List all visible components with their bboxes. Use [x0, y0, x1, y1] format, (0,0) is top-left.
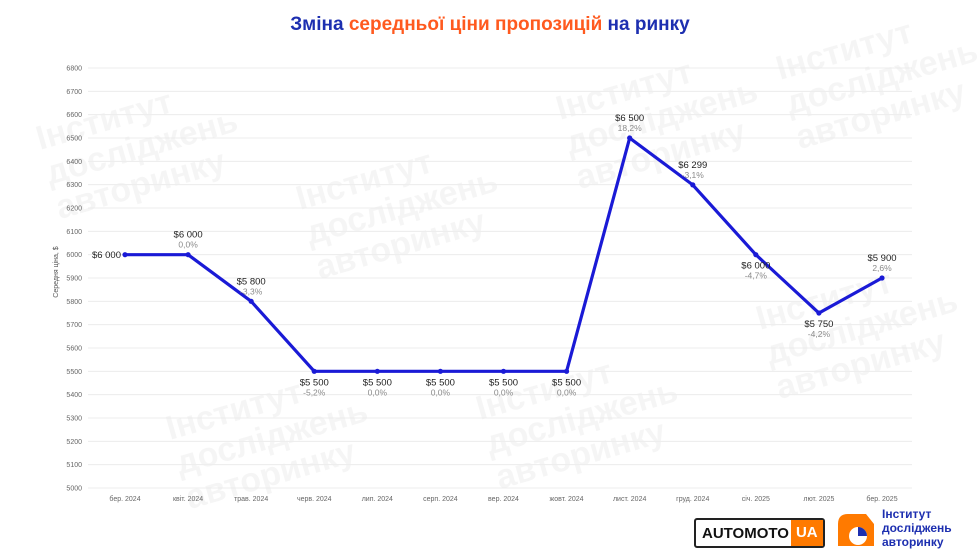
institute-logo: Інститут досліджень авторинку [836, 504, 976, 556]
x-tick-label: жовт. 2024 [550, 496, 584, 503]
automoto-logo-ua: UA [790, 520, 823, 546]
y-tick-label: 6500 [66, 136, 82, 143]
data-point [753, 252, 759, 258]
data-value-label: $6 000 [741, 261, 770, 272]
y-tick-label: 6400 [66, 159, 82, 166]
y-tick-label: 6200 [66, 206, 82, 213]
x-tick-label: лист. 2024 [613, 496, 646, 503]
data-value-label: $5 750 [804, 319, 833, 330]
institute-logo-text: Інститут досліджень авторинку [882, 507, 952, 549]
data-change-label: 18,2% [618, 123, 643, 133]
y-tick-label: 6700 [66, 89, 82, 96]
y-tick-label: 5700 [66, 322, 82, 329]
data-value-label: $5 500 [489, 377, 518, 388]
y-tick-label: 5100 [66, 462, 82, 469]
data-point [816, 310, 822, 316]
data-change-label: -4,7% [745, 271, 768, 281]
x-tick-label: черв. 2024 [297, 496, 332, 503]
data-point [627, 135, 633, 141]
x-tick-label: лют. 2025 [803, 496, 834, 503]
y-tick-label: 5900 [66, 276, 82, 283]
title-part-3: на ринку [602, 14, 690, 35]
y-tick-label: 6800 [66, 66, 82, 73]
data-change-label: 0,0% [178, 240, 198, 250]
y-tick-label: 5800 [66, 299, 82, 306]
x-tick-label: квіт. 2024 [173, 495, 203, 503]
data-value-label: $6 299 [678, 160, 707, 171]
data-value-label: $6 500 [615, 113, 644, 124]
title-part-1: Зміна [290, 14, 349, 35]
chart-title: Зміна середньої ціни пропозицій на ринку [0, 14, 980, 36]
data-change-label: 0,0% [368, 387, 388, 397]
data-change-label: 0,0% [557, 387, 577, 397]
y-tick-label: 5300 [66, 416, 82, 423]
data-change-label: -3,3% [240, 286, 263, 296]
y-tick-label: 5600 [66, 346, 82, 353]
data-point [122, 252, 128, 258]
x-tick-label: вер. 2024 [488, 496, 519, 503]
data-change-label: 0,0% [494, 387, 514, 397]
y-axis-label: Середня ціна, $ [52, 246, 60, 297]
data-value-label: $5 500 [300, 377, 329, 388]
data-point [248, 298, 254, 304]
data-point [879, 275, 885, 281]
data-point [311, 368, 317, 374]
x-tick-label: лип. 2024 [362, 496, 393, 503]
x-tick-label: бер. 2025 [866, 495, 897, 503]
data-point [374, 368, 380, 374]
y-tick-label: 6100 [66, 229, 82, 236]
data-change-label: -5,2% [303, 387, 326, 397]
data-change-label: -3,1% [682, 170, 705, 180]
institute-logo-line-1: Інститут [882, 507, 932, 521]
y-tick-label: 5400 [66, 392, 82, 399]
y-tick-label: 6600 [66, 112, 82, 119]
y-tick-label: 5200 [66, 439, 82, 446]
y-tick-label: 6000 [66, 252, 82, 259]
x-tick-label: груд. 2024 [676, 496, 709, 503]
data-change-label: -4,2% [808, 329, 831, 339]
institute-logo-mark [838, 514, 874, 546]
y-tick-label: 5500 [66, 369, 82, 376]
data-point [437, 368, 444, 374]
data-value-label: $6 000 [92, 250, 121, 261]
data-value-label: $5 800 [237, 276, 266, 287]
institute-logo-line-3: авторинку [882, 535, 944, 549]
data-change-label: 2,6% [872, 263, 892, 273]
data-value-label: $5 500 [426, 377, 455, 388]
title-part-2: середньої ціни пропозицій [348, 14, 603, 35]
data-point [690, 182, 696, 188]
data-point [185, 252, 191, 258]
institute-logo-line-2: досліджень [882, 521, 952, 535]
x-tick-label: трав. 2024 [234, 496, 268, 503]
data-point [563, 368, 570, 374]
data-value-label: $5 500 [363, 377, 392, 388]
x-tick-label: січ. 2025 [742, 495, 770, 503]
automoto-logo: AUTOMOTO UA [694, 518, 825, 548]
automoto-logo-text: AUTOMOTO [702, 524, 789, 542]
data-value-label: $5 900 [867, 253, 896, 264]
y-tick-label: 5000 [66, 486, 82, 493]
x-tick-label: серп. 2024 [423, 496, 458, 503]
x-tick-label: бер. 2024 [109, 495, 140, 503]
y-tick-label: 6300 [66, 182, 82, 189]
data-change-label: 0,0% [431, 387, 451, 397]
data-point [500, 368, 507, 374]
data-value-label: $5 500 [552, 377, 581, 388]
data-value-label: $6 000 [174, 230, 203, 241]
